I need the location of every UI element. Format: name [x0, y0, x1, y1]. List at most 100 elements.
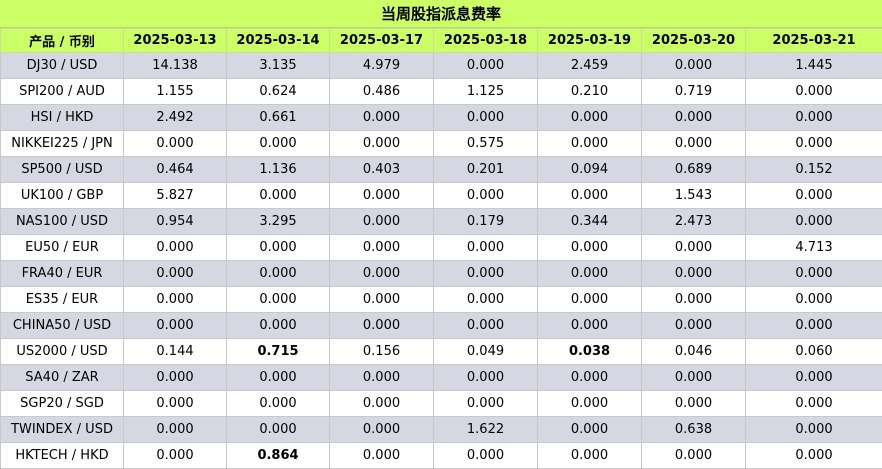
rate-cell: 0.000 [745, 104, 882, 131]
product-cell: US2000 / USD [0, 338, 124, 365]
rate-cell: 0.719 [641, 78, 746, 105]
product-cell: FRA40 / EUR [0, 260, 124, 287]
rate-cell: 0.000 [641, 104, 746, 131]
rate-cell: 0.000 [329, 364, 434, 391]
column-header-date: 2025-03-14 [226, 28, 330, 53]
rate-cell: 0.000 [433, 234, 538, 261]
rate-cell: 2.459 [537, 52, 642, 79]
rate-cell: 0.000 [537, 286, 642, 313]
column-header-date: 2025-03-18 [433, 28, 538, 53]
rate-cell: 0.000 [537, 364, 642, 391]
rate-cell: 4.979 [329, 52, 434, 79]
header-row: 产品 / 币别 2025-03-13 2025-03-14 2025-03-17… [0, 28, 882, 53]
rate-cell: 0.624 [226, 78, 330, 105]
column-header-date: 2025-03-21 [745, 28, 882, 53]
rate-cell: 3.135 [226, 52, 330, 79]
rate-cell: 14.138 [123, 52, 227, 79]
table-row: TWINDEX / USD 0.000 0.000 0.000 1.622 0.000 0.… [0, 416, 882, 443]
rate-cell: 1.125 [433, 78, 538, 105]
table-row: EU50 / EUR 0.000 0.000 0.000 0.000 0.000 0.000… [0, 234, 882, 261]
product-cell: EU50 / EUR [0, 234, 124, 261]
product-cell: NIKKEI225 / JPN [0, 130, 124, 157]
rate-cell: 0.000 [123, 260, 227, 287]
table-title: 当周股指派息费率 [0, 0, 882, 28]
rate-cell: 0.000 [123, 390, 227, 417]
rate-cell: 0.000 [329, 208, 434, 235]
column-header-date: 2025-03-20 [641, 28, 746, 53]
rate-cell: 0.000 [433, 260, 538, 287]
dividend-rate-table: 产品 / 币别 2025-03-13 2025-03-14 2025-03-17… [0, 28, 882, 469]
rate-cell: 0.000 [745, 208, 882, 235]
table-body: DJ30 / USD 14.138 3.135 4.979 0.000 2.459 0.00… [0, 52, 882, 469]
rate-cell: 1.543 [641, 182, 746, 209]
table-row: US2000 / USD 0.144 0.715 0.156 0.049 0.038 0.0… [0, 338, 882, 365]
rate-cell: 1.445 [745, 52, 882, 79]
rate-cell: 0.000 [745, 442, 882, 469]
rate-cell: 0.000 [123, 234, 227, 261]
column-header-date: 2025-03-19 [537, 28, 642, 53]
rate-cell: 0.000 [226, 390, 330, 417]
rate-cell: 0.000 [123, 364, 227, 391]
table-row: HSI / HKD 2.492 0.661 0.000 0.000 0.000 0.000 0… [0, 104, 882, 131]
rate-cell: 0.156 [329, 338, 434, 365]
table-row: SGP20 / SGD 0.000 0.000 0.000 0.000 0.000 0.00… [0, 390, 882, 417]
rate-cell: 0.575 [433, 130, 538, 157]
rate-cell: 0.000 [433, 390, 538, 417]
rate-cell: 0.000 [226, 130, 330, 157]
column-header-product: 产品 / 币别 [0, 28, 124, 53]
rate-cell: 0.000 [641, 130, 746, 157]
rate-cell: 0.715 [226, 338, 330, 365]
rate-cell: 0.000 [329, 390, 434, 417]
rate-cell: 0.000 [745, 312, 882, 339]
rate-cell: 0.000 [226, 416, 330, 443]
table-row: FRA40 / EUR 0.000 0.000 0.000 0.000 0.000 0.00… [0, 260, 882, 287]
rate-cell: 1.155 [123, 78, 227, 105]
rate-cell: 1.136 [226, 156, 330, 183]
rate-cell: 0.000 [745, 130, 882, 157]
rate-cell: 0.000 [641, 52, 746, 79]
rate-cell: 0.000 [329, 260, 434, 287]
rate-cell: 0.403 [329, 156, 434, 183]
rate-cell: 0.000 [226, 312, 330, 339]
rate-cell: 2.473 [641, 208, 746, 235]
rate-cell: 0.179 [433, 208, 538, 235]
product-cell: ES35 / EUR [0, 286, 124, 313]
rate-cell: 0.000 [433, 312, 538, 339]
rate-cell: 0.000 [537, 182, 642, 209]
rate-cell: 0.210 [537, 78, 642, 105]
rate-cell: 0.000 [123, 416, 227, 443]
rate-cell: 0.000 [123, 442, 227, 469]
rate-cell: 0.000 [123, 286, 227, 313]
rate-cell: 0.486 [329, 78, 434, 105]
rate-cell: 0.000 [433, 52, 538, 79]
table-row: CHINA50 / USD 0.000 0.000 0.000 0.000 0.000 0.… [0, 312, 882, 339]
rate-cell: 0.000 [641, 260, 746, 287]
rate-cell: 0.000 [329, 182, 434, 209]
rate-cell: 0.000 [329, 442, 434, 469]
rate-cell: 0.000 [537, 130, 642, 157]
rate-cell: 0.000 [537, 416, 642, 443]
rate-cell: 0.000 [226, 234, 330, 261]
rate-cell: 4.713 [745, 234, 882, 261]
table-row: SPI200 / AUD 1.155 0.624 0.486 1.125 0.210 0.7… [0, 78, 882, 105]
rate-cell: 0.000 [641, 390, 746, 417]
product-cell: HSI / HKD [0, 104, 124, 131]
rate-cell: 0.000 [226, 182, 330, 209]
rate-cell: 0.000 [641, 312, 746, 339]
table-row: UK100 / GBP 5.827 0.000 0.000 0.000 0.000 1.54… [0, 182, 882, 209]
rate-cell: 0.000 [123, 312, 227, 339]
rate-cell: 0.864 [226, 442, 330, 469]
product-cell: NAS100 / USD [0, 208, 124, 235]
rate-cell: 0.046 [641, 338, 746, 365]
rate-cell: 0.000 [433, 182, 538, 209]
rate-cell: 3.295 [226, 208, 330, 235]
rate-cell: 0.000 [329, 234, 434, 261]
rate-cell: 0.000 [745, 364, 882, 391]
table-row: NIKKEI225 / JPN 0.000 0.000 0.000 0.575 0.000… [0, 130, 882, 157]
rate-cell: 0.000 [329, 286, 434, 313]
column-header-date: 2025-03-17 [329, 28, 434, 53]
rate-cell: 0.000 [745, 390, 882, 417]
rate-cell: 0.000 [329, 416, 434, 443]
rate-cell: 0.464 [123, 156, 227, 183]
